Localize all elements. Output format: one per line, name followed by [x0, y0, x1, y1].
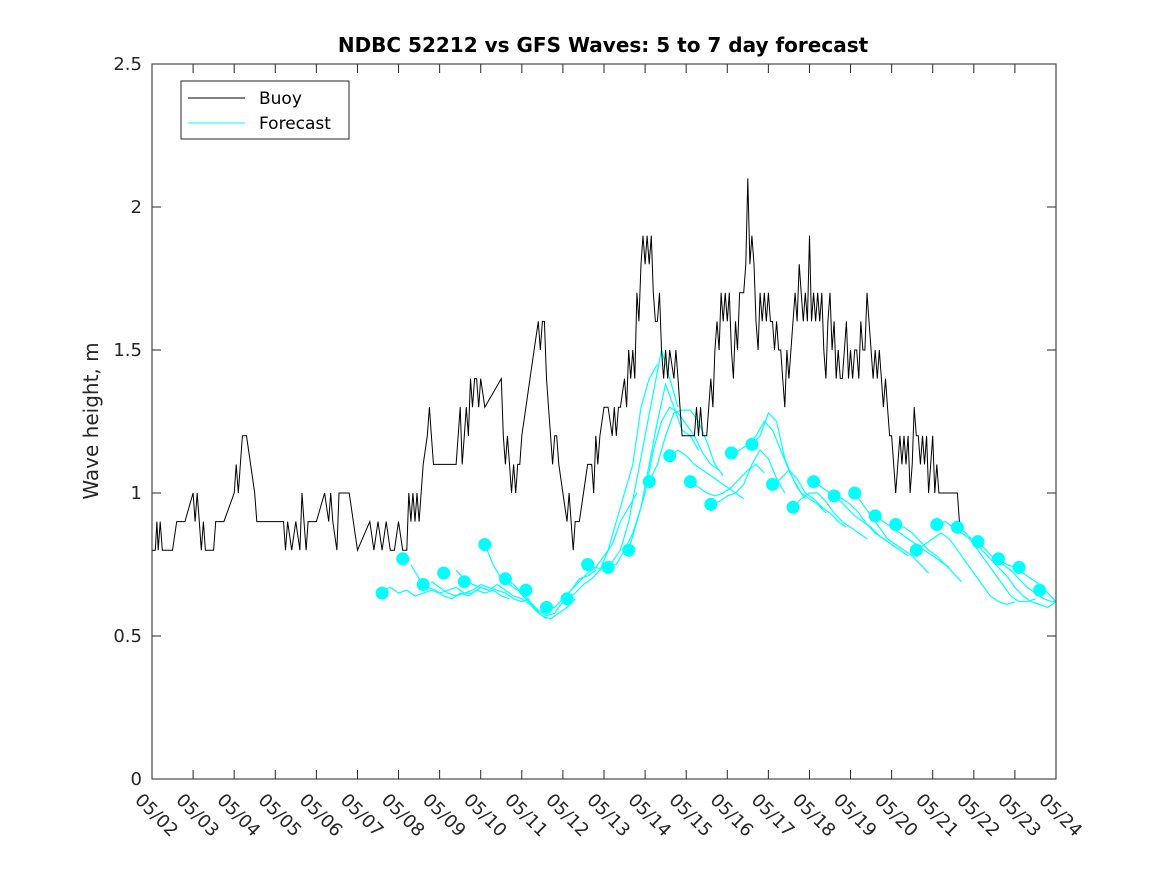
y-tick-label: 0	[131, 769, 142, 790]
forecast-marker	[540, 600, 553, 614]
forecast-run-line-3	[455, 569, 547, 620]
legend: Buoy Forecast	[180, 80, 350, 140]
forecast-marker	[1012, 560, 1026, 574]
forecast-marker	[827, 489, 841, 503]
forecast-marker	[971, 535, 985, 549]
forecast-marker	[724, 446, 738, 460]
forecast-marker	[992, 552, 1005, 566]
forecast-marker	[1033, 583, 1047, 597]
forecast-run-line-23	[895, 523, 962, 583]
forecast-marker	[601, 560, 615, 574]
legend-box	[180, 80, 350, 140]
forecast-marker	[950, 520, 964, 534]
forecast-run-line-28	[998, 558, 1057, 603]
forecast-marker	[807, 475, 821, 489]
forecast-marker	[745, 437, 759, 451]
forecast-marker	[642, 475, 656, 489]
forecast-marker	[416, 578, 430, 591]
buoy-line	[152, 178, 960, 553]
forecast-run-line-17	[772, 469, 847, 528]
forecast-marker	[498, 572, 512, 586]
forecast-marker	[663, 449, 677, 463]
forecast-run-line-2	[431, 581, 531, 603]
forecast-marker	[375, 586, 389, 600]
forecast-run-line-20	[833, 495, 909, 557]
forecast-marker	[581, 558, 595, 571]
y-tick-label: 0.5	[113, 626, 142, 647]
forecast-run-line-0	[381, 586, 490, 597]
forecast-marker	[848, 486, 862, 500]
legend-forecast-label: Forecast	[259, 114, 331, 134]
forecast-run-line-24	[915, 532, 1016, 606]
forecast-marker	[457, 575, 471, 589]
forecast-run-line-7	[566, 364, 658, 600]
forecast-marker	[478, 538, 492, 551]
y-tick-label: 1	[131, 483, 142, 504]
forecast-marker	[786, 500, 800, 514]
forecast-marker	[519, 583, 533, 597]
chart-title: NDBC 52212 vs GFS Waves: 5 to 7 day fore…	[338, 33, 869, 57]
forecast-marker	[437, 566, 451, 580]
forecast-run-line-19	[813, 481, 888, 543]
y-tick-label: 2	[131, 197, 142, 218]
y-axis-label: Wave height, m	[79, 342, 103, 499]
forecast-series	[375, 349, 1057, 620]
forecast-marker	[622, 543, 636, 557]
forecast-run-line-22	[874, 515, 950, 568]
forecast-run-line-16	[751, 411, 827, 514]
forecast-run-line-11	[648, 409, 724, 482]
y-tick-label: 2.5	[113, 54, 142, 75]
forecast-marker	[560, 592, 574, 606]
forecast-run-line-21	[854, 492, 930, 574]
forecast-run-line-27	[977, 541, 1056, 603]
forecast-marker	[930, 518, 944, 531]
forecast-marker	[704, 497, 718, 511]
forecast-marker	[889, 518, 903, 531]
buoy-series	[152, 178, 960, 553]
legend-buoy-label: Buoy	[259, 89, 302, 109]
forecast-run-line-18	[792, 492, 868, 540]
forecast-run-line-12	[669, 449, 745, 500]
forecast-marker	[683, 475, 697, 489]
forecast-run-line-13	[689, 463, 765, 497]
forecast-marker	[868, 509, 882, 523]
forecast-run-line-14	[710, 449, 786, 505]
y-tick-label: 1.5	[113, 340, 142, 361]
forecast-marker	[909, 543, 923, 557]
forecast-marker	[766, 477, 779, 491]
forecast-marker	[396, 552, 410, 566]
forecast-run-line-10	[628, 406, 720, 551]
